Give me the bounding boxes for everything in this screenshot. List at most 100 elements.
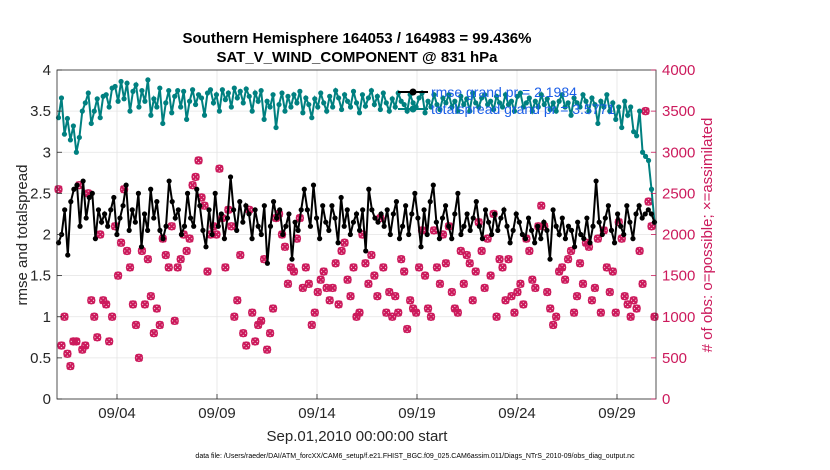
- rmse-point: [141, 211, 148, 217]
- rmse-point: [317, 236, 323, 242]
- obs-possible-point: [87, 296, 96, 305]
- spread-point: [327, 93, 333, 99]
- rmse-point: [221, 236, 228, 242]
- rmse-point: [68, 199, 74, 205]
- spread-point: [264, 98, 270, 104]
- rmse-point: [329, 203, 335, 209]
- obs-possible-point: [420, 271, 430, 280]
- obs-assimilated-point: [281, 242, 289, 251]
- rmse-point: [166, 178, 172, 184]
- spread-point: [565, 100, 571, 106]
- obs-assimilated-point: [427, 312, 435, 321]
- obs-assimilated-point: [248, 308, 257, 317]
- spread-point: [273, 124, 279, 131]
- rmse-point: [387, 231, 393, 238]
- rmse-point: [80, 178, 86, 184]
- obs-possible-point: [596, 308, 606, 317]
- obs-possible-point: [113, 271, 123, 280]
- obs-possible-point: [54, 185, 63, 194]
- obs-possible-point: [373, 291, 382, 301]
- spread-point: [219, 87, 225, 93]
- obs-possible-point: [93, 333, 102, 342]
- obs-assimilated-point: [283, 279, 292, 288]
- rmse-point: [353, 211, 360, 217]
- spread-point: [121, 96, 127, 102]
- obs-possible-point: [560, 275, 570, 284]
- obs-assimilated-point: [230, 312, 239, 321]
- obs-assimilated-point: [549, 320, 558, 329]
- rmse-point: [83, 215, 89, 221]
- rmse-point: [535, 223, 541, 229]
- spread-point: [517, 90, 524, 96]
- spread-point: [479, 95, 485, 101]
- spread-point: [437, 106, 443, 113]
- spread-point: [297, 88, 303, 94]
- obs-possible-point: [304, 279, 314, 289]
- y-tick-label-right: 0: [662, 391, 670, 408]
- spread-point: [350, 88, 357, 94]
- obs-possible-point: [557, 263, 567, 272]
- obs-assimilated-point: [328, 283, 337, 292]
- spread-point: [547, 106, 553, 113]
- obs-possible-point: [620, 291, 629, 301]
- spread-point: [145, 77, 151, 83]
- spread-point: [374, 93, 380, 99]
- obs-assimilated-point: [72, 337, 81, 346]
- spread-point: [443, 100, 449, 106]
- rmse-point: [163, 223, 169, 229]
- spread-point: [336, 95, 342, 101]
- obs-assimilated-point: [152, 304, 161, 313]
- spread-point: [201, 112, 208, 118]
- obs-possible-point: [233, 296, 242, 305]
- spread-point: [392, 104, 398, 110]
- obs-possible-point: [587, 296, 597, 305]
- obs-possible-point: [525, 246, 534, 256]
- obs-possible-point: [367, 250, 376, 260]
- rmse-point: [102, 211, 108, 217]
- obs-assimilated-point: [596, 308, 605, 317]
- obs-assimilated-point: [126, 263, 134, 272]
- obs-possible-point: [635, 246, 644, 256]
- obs-possible-point: [608, 267, 617, 276]
- obs-assimilated-point: [307, 320, 316, 329]
- spread-point: [249, 108, 255, 114]
- obs-possible-point: [310, 308, 319, 317]
- rmse-point: [92, 236, 98, 242]
- spread-point: [449, 104, 455, 110]
- obs-possible-point: [575, 259, 585, 268]
- rmse-point: [366, 186, 372, 192]
- obs-assimilated-point: [355, 308, 364, 317]
- rmse-point: [553, 223, 559, 229]
- obs-assimilated-point: [462, 251, 471, 260]
- obs-assimilated-point: [415, 263, 424, 272]
- rmse-point: [439, 215, 446, 221]
- obs-assimilated-point: [263, 345, 272, 354]
- rmse-point: [323, 219, 329, 225]
- rmse-point: [310, 182, 317, 188]
- rmse-point: [98, 219, 105, 225]
- obs-possible-point: [155, 320, 165, 330]
- obs-assimilated-point: [412, 308, 421, 317]
- rmse-point: [446, 223, 452, 229]
- spread-point: [142, 98, 148, 104]
- rmse-point: [624, 203, 630, 209]
- spread-point: [184, 116, 190, 122]
- obs-possible-point: [578, 279, 588, 289]
- spread-point: [282, 108, 288, 114]
- rmse-point: [513, 211, 519, 217]
- obs-possible-point: [346, 291, 355, 301]
- rmse-point: [485, 219, 492, 225]
- spread-point: [172, 93, 178, 99]
- left-axis-ticks: 0 0.5 1 1.5 2 2.5 3 3.5 4: [30, 62, 62, 408]
- obs-assimilated-point: [579, 279, 587, 288]
- obs-assimilated-point: [605, 288, 614, 297]
- rmse-point: [452, 211, 458, 217]
- spread-point: [598, 98, 604, 104]
- legend-spread-label: totalspread grand pr = 3.5771: [431, 101, 615, 117]
- spread-point: [586, 108, 592, 114]
- spread-point: [347, 104, 354, 110]
- obs-assimilated-point: [176, 255, 185, 264]
- spread-point: [166, 87, 172, 94]
- obs-possible-point: [435, 279, 445, 289]
- obs-possible-point: [188, 180, 197, 190]
